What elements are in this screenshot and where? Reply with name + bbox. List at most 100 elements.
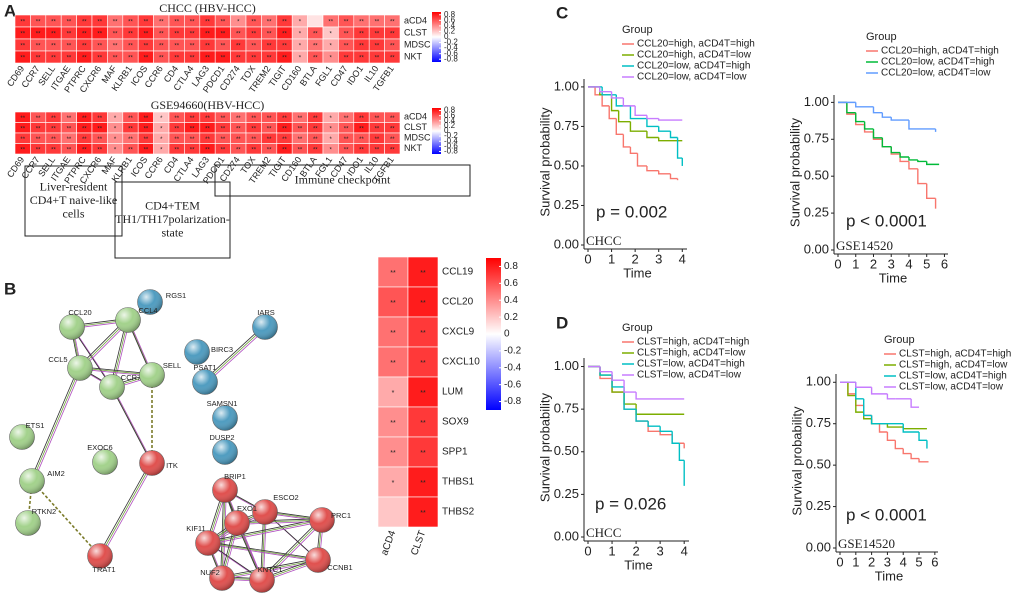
- survival-step: [658, 126, 671, 132]
- colorbar-tick-label: -0.8: [444, 54, 458, 63]
- row-label: SPP1: [442, 447, 468, 458]
- survival-step: [622, 134, 631, 148]
- significance: **: [51, 44, 56, 50]
- survival-step: [855, 382, 872, 388]
- survival-step: [899, 154, 909, 163]
- significance: **: [420, 420, 426, 427]
- significance: **: [251, 44, 256, 50]
- p-value: p = 0.002: [596, 202, 667, 221]
- survival-step: [610, 91, 624, 99]
- network-edge: [220, 488, 225, 577]
- legend-label: CLST=high, aCD4T=high: [899, 349, 1011, 360]
- survival-step: [623, 380, 637, 393]
- annotation-box: [24, 165, 123, 237]
- significance: **: [67, 126, 72, 132]
- significance: **: [97, 147, 102, 153]
- significance: **: [20, 147, 25, 153]
- significance: **: [128, 32, 133, 38]
- significance: **: [205, 56, 210, 62]
- significance: **: [282, 126, 287, 132]
- node-label: PRC1: [331, 511, 351, 520]
- colorbar: [432, 12, 441, 62]
- significance: **: [282, 147, 287, 153]
- significance: **: [282, 32, 287, 38]
- legend-label: CCL20=low, aCD4T=low: [881, 68, 991, 79]
- network-edge: [220, 558, 317, 578]
- significance: **: [51, 32, 56, 38]
- survival-step: [926, 183, 936, 200]
- significance: **: [298, 116, 303, 122]
- survival-step: [678, 443, 685, 461]
- legend-label: CLST=low, aCD4T=low: [637, 370, 742, 381]
- significance: **: [190, 32, 195, 38]
- survival-step: [671, 434, 685, 444]
- legend-label: CCL20=high, aCD4T=high: [881, 46, 999, 57]
- significance: **: [205, 147, 210, 153]
- node-shine: [309, 507, 335, 533]
- x-tick-label: 4: [679, 251, 686, 266]
- significance: **: [205, 137, 210, 143]
- significance: **: [174, 32, 179, 38]
- significance: **: [190, 44, 195, 50]
- legend-label: CCL20=low, aCD4T=low: [637, 72, 747, 83]
- y-axis-label: Survival probability: [787, 117, 802, 227]
- significance: **: [174, 20, 179, 26]
- survival-step: [863, 121, 874, 130]
- y-tick-label: 0.75: [806, 415, 831, 430]
- significance: **: [174, 147, 179, 153]
- row-label: CLST: [404, 27, 428, 37]
- survival-step: [646, 131, 659, 139]
- significance: **: [390, 450, 396, 457]
- heatmap-cell: [407, 406, 439, 438]
- significance: **: [236, 56, 241, 62]
- row-label: CXCL9: [442, 327, 475, 338]
- significance: **: [97, 116, 102, 122]
- heatmap-cell: [407, 436, 439, 468]
- significance: **: [390, 420, 396, 427]
- significance: **: [159, 32, 164, 38]
- legend-label: CCL20=high, aCD4T=high: [637, 39, 755, 50]
- node-label: TRAT1: [92, 565, 115, 574]
- node-shine: [305, 547, 331, 573]
- significance: **: [144, 137, 149, 143]
- survival-step: [846, 102, 856, 114]
- heatmap-cell: [377, 496, 409, 528]
- heatmap-cell: [377, 376, 409, 408]
- significance: **: [251, 56, 256, 62]
- node-label: NUF2: [200, 568, 220, 577]
- significance: **: [190, 147, 195, 153]
- colorbar: [486, 258, 501, 410]
- y-tick-label: 0.75: [554, 401, 579, 416]
- node-label: SAMSN1: [207, 399, 238, 408]
- survival-step: [908, 157, 918, 161]
- significance: **: [344, 20, 349, 26]
- network: RGS1 BIRC3 PSAT1 IARS SAMSN1 DUSP2 CCL20 CCL4 CC…: [9, 289, 353, 593]
- significance: **: [67, 116, 72, 122]
- colorbar-tick-label: -0.4: [444, 43, 458, 52]
- significance: **: [420, 360, 426, 367]
- significance: **: [205, 32, 210, 38]
- node-label: KNTC1: [258, 565, 283, 574]
- significance: **: [344, 56, 349, 62]
- network-edge: [111, 386, 153, 464]
- legend-label: CLST=low, aCD4T=low: [899, 382, 1004, 393]
- significance: *: [392, 390, 395, 397]
- annotation-text: state: [162, 225, 184, 239]
- significance: **: [144, 32, 149, 38]
- x-tick-label: 0: [584, 543, 591, 558]
- significance: **: [221, 126, 226, 132]
- survival-step: [622, 97, 636, 107]
- significance: **: [298, 147, 303, 153]
- y-tick-label: 0.50: [806, 457, 831, 472]
- significance: **: [390, 20, 395, 26]
- survival-step: [870, 387, 888, 395]
- significance: **: [282, 56, 287, 62]
- network-edge: [236, 519, 323, 524]
- y-tick-label: 1.00: [806, 374, 831, 389]
- network-edge: [32, 369, 82, 483]
- colorbar-tick-label: 0.4: [444, 21, 456, 30]
- colorbar-tick-label: -0.6: [444, 49, 458, 58]
- significance: **: [390, 300, 396, 307]
- node-shine: [67, 355, 93, 381]
- significance: **: [128, 147, 133, 153]
